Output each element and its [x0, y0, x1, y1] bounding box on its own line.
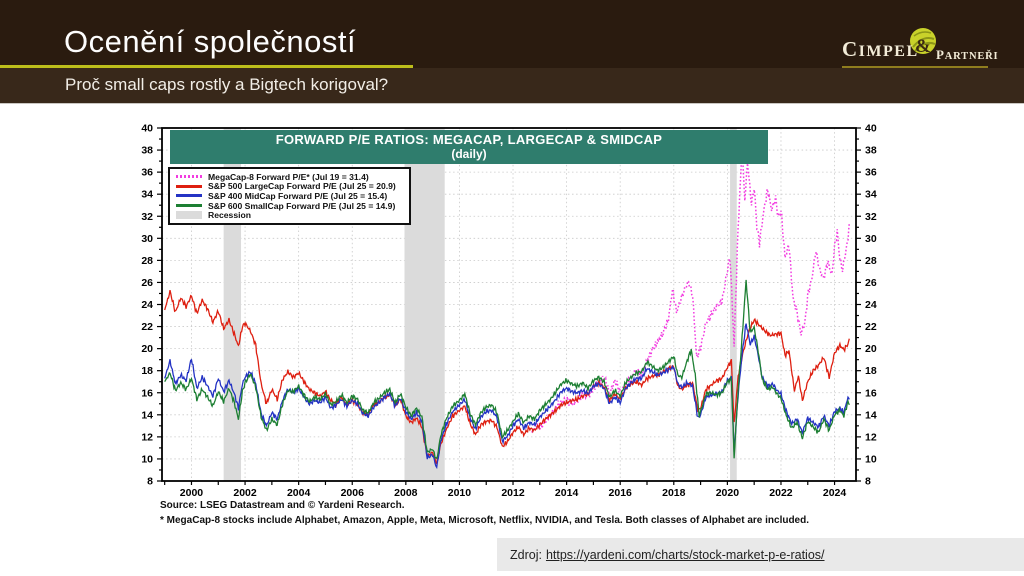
y-axis-label-right: 36 — [865, 167, 877, 179]
y-axis-label-right: 14 — [865, 409, 877, 421]
y-axis-label-left: 8 — [147, 476, 153, 488]
y-axis-label-right: 30 — [865, 233, 877, 245]
legend-swatch — [176, 204, 202, 208]
legend-item-0: MegaCap-8 Forward P/E* (Jul 19 = 31.4) — [176, 172, 405, 182]
page-subtitle: Proč small caps rostly a Bigtech korigov… — [65, 75, 389, 94]
y-axis-label-right: 12 — [865, 431, 877, 443]
chart-legend: MegaCap-8 Forward P/E* (Jul 19 = 31.4) S&… — [168, 167, 411, 225]
y-axis-label-left: 14 — [141, 409, 153, 421]
x-axis-label: 2002 — [233, 487, 257, 499]
y-axis-label-left: 36 — [141, 167, 153, 179]
y-axis-label-left: 28 — [141, 255, 153, 267]
company-logo: CIMPEL & PARTNEŘI — [842, 28, 998, 70]
subtitle-bar: Proč small caps rostly a Bigtech korigov… — [0, 68, 1024, 103]
x-axis-label: 2004 — [287, 487, 311, 499]
legend-item-1: S&P 500 LargeCap Forward P/E (Jul 25 = 2… — [176, 181, 405, 192]
y-axis-label-right: 38 — [865, 145, 877, 157]
x-axis-label: 2018 — [662, 487, 686, 499]
page-title: Ocenění společností — [64, 24, 357, 59]
source-link-box: Zdroj: https://yardeni.com/charts/stock-… — [497, 538, 1024, 571]
x-axis-label: 2024 — [823, 487, 847, 499]
x-axis-label: 2016 — [609, 487, 633, 499]
logo-ampersand: & — [915, 36, 931, 57]
y-axis-label-right: 16 — [865, 387, 877, 399]
legend-swatch — [176, 194, 202, 198]
y-axis-label-right: 20 — [865, 343, 877, 355]
y-axis-label-right: 22 — [865, 321, 877, 333]
logo-text-cimpel: CIMPEL — [842, 37, 919, 61]
series-line-3 — [164, 279, 850, 460]
chart-title: FORWARD P/E RATIOS: MEGACAP, LARGECAP & … — [275, 132, 663, 147]
slide-header: Ocenění společností Proč small caps rost… — [0, 0, 1024, 104]
legend-label: S&P 600 SmallCap Forward P/E (Jul 25 = 1… — [208, 200, 396, 211]
title-underline — [0, 65, 413, 68]
y-axis-label-right: 24 — [865, 299, 877, 311]
legend-swatch — [176, 184, 202, 188]
legend-label: MegaCap-8 Forward P/E* (Jul 19 = 31.4) — [208, 171, 369, 182]
chart-subtitle: (daily) — [451, 147, 487, 161]
chart-footnote: * MegaCap-8 stocks include Alphabet, Ama… — [160, 515, 810, 526]
legend-item-2: S&P 400 MidCap Forward P/E (Jul 25 = 15.… — [176, 191, 405, 201]
y-axis-label-right: 10 — [865, 453, 877, 465]
y-axis-label-left: 40 — [141, 123, 153, 135]
series-line-1 — [164, 289, 850, 466]
x-axis-label: 2000 — [180, 487, 204, 499]
y-axis-label-left: 20 — [141, 343, 153, 355]
legend-swatch — [176, 211, 202, 220]
y-axis-label-left: 18 — [141, 365, 153, 377]
y-axis-label-right: 34 — [865, 189, 877, 201]
y-axis-label-left: 16 — [141, 387, 153, 399]
x-axis-label: 2010 — [448, 487, 472, 499]
x-axis-label: 2006 — [341, 487, 365, 499]
y-axis-label-left: 38 — [141, 145, 153, 157]
source-label: Zdroj: — [510, 547, 542, 562]
chart-source-note: Source: LSEG Datastream and © Yardeni Re… — [160, 500, 405, 511]
leaf-icon — [909, 27, 937, 55]
y-axis-label-left: 10 — [141, 453, 153, 465]
legend-swatch — [176, 175, 202, 179]
x-axis-label: 2008 — [394, 487, 418, 499]
y-axis-label-left: 32 — [141, 211, 153, 223]
y-axis-label-left: 26 — [141, 277, 153, 289]
y-axis-label-right: 18 — [865, 365, 877, 377]
legend-label: Recession — [208, 210, 251, 221]
x-axis-label: 2020 — [716, 487, 740, 499]
series-line-2 — [164, 323, 850, 470]
y-axis-label-left: 22 — [141, 321, 153, 333]
y-axis-label-left: 30 — [141, 233, 153, 245]
x-axis-label: 2022 — [769, 487, 793, 499]
y-axis-label-right: 32 — [865, 211, 877, 223]
y-axis-label-left: 34 — [141, 189, 153, 201]
legend-item-3: S&P 600 SmallCap Forward P/E (Jul 25 = 1… — [176, 201, 405, 211]
y-axis-label-right: 28 — [865, 255, 877, 267]
y-axis-label-right: 26 — [865, 277, 877, 289]
y-axis-label-right: 8 — [865, 476, 871, 488]
x-axis-label: 2012 — [501, 487, 525, 499]
series-line-0 — [531, 149, 851, 433]
y-axis-label-left: 12 — [141, 431, 153, 443]
chart-title-bar: FORWARD P/E RATIOS: MEGACAP, LARGECAP & … — [170, 130, 768, 164]
legend-label: S&P 500 LargeCap Forward P/E (Jul 25 = 2… — [208, 181, 396, 192]
recession-band — [730, 128, 737, 481]
legend-label: S&P 400 MidCap Forward P/E (Jul 25 = 15.… — [208, 190, 388, 201]
y-axis-label-right: 40 — [865, 123, 877, 135]
y-axis-label-left: 24 — [141, 299, 153, 311]
logo-underline — [842, 66, 988, 68]
logo-text-partneri: PARTNEŘI — [936, 47, 999, 62]
legend-item-recession: Recession — [176, 210, 405, 220]
x-axis-label: 2014 — [555, 487, 579, 499]
source-link[interactable]: https://yardeni.com/charts/stock-market-… — [545, 547, 825, 562]
